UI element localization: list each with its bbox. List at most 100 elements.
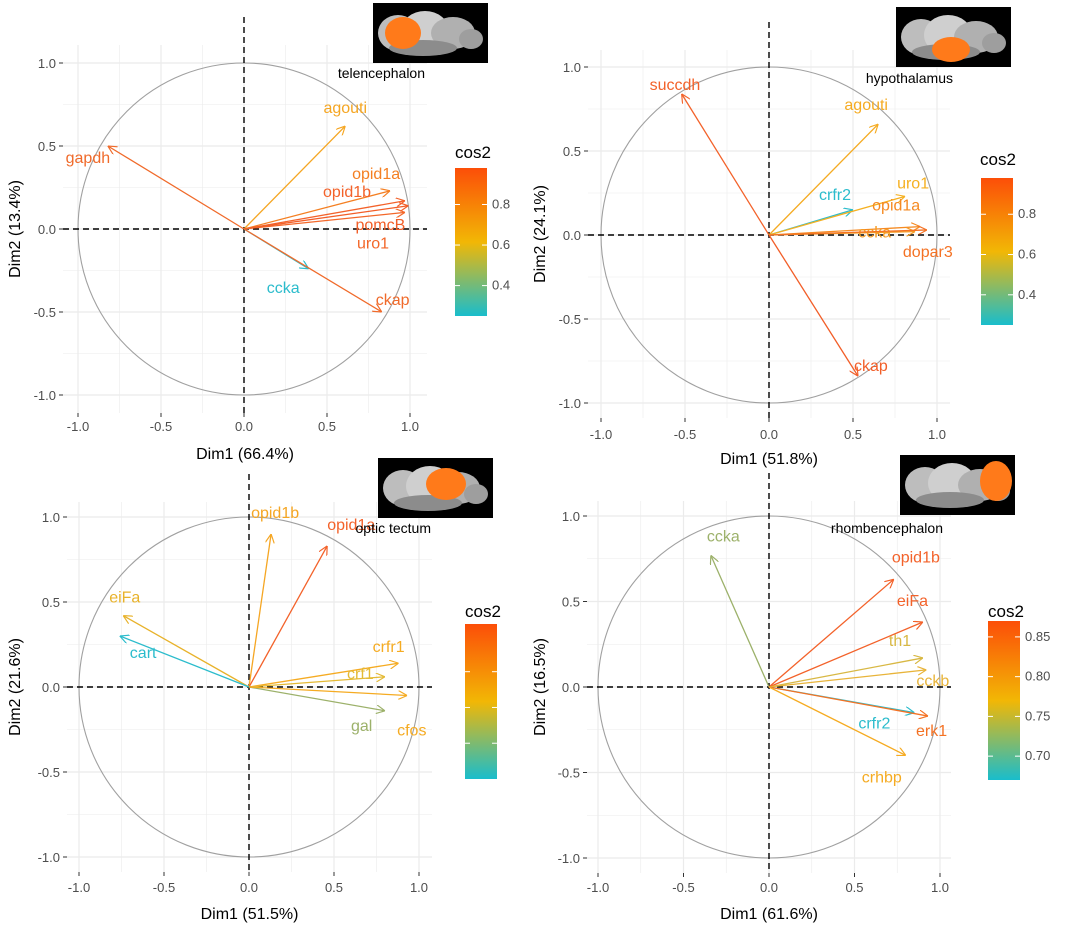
variable-arrow-eiFa	[768, 622, 923, 688]
variable-label-ccka: ccka	[858, 225, 891, 242]
x-tick-label: 1.0	[931, 880, 949, 895]
y-tick-label: 0.0	[38, 222, 56, 237]
variable-arrow-pomcB	[243, 206, 408, 230]
brain-lobe	[982, 33, 1006, 53]
variable-arrow-opid1a	[248, 546, 327, 688]
x-tick-label: 0.5	[845, 880, 863, 895]
variable-label-crfr2: crfr2	[858, 716, 890, 733]
y-tick-label: 1.0	[42, 510, 60, 525]
brain-thumbnail	[373, 3, 488, 63]
region-label: telencephalon	[338, 65, 425, 81]
variable-arrow-ckap	[768, 234, 858, 376]
colorbar-tick-label: 0.75	[1025, 708, 1050, 723]
pca-panel-rhombencephalon: -1.0 -1.0 -0.5 -0.5 0.0 0.0 0.5 0.5 1.0 1.0 Dim1 (…	[532, 455, 1050, 923]
x-tick-label: 0.5	[318, 419, 336, 434]
variable-label-eiFa: eiFa	[109, 590, 140, 607]
y-tick-label: -0.5	[38, 765, 60, 780]
variable-label-cckb: cckb	[916, 673, 949, 690]
y-tick-label: 1.0	[562, 509, 580, 524]
highlighted-region	[980, 461, 1012, 501]
variable-label-crfr1: crfr1	[373, 639, 405, 656]
brain-lobe	[459, 29, 483, 49]
variable-arrow-succdh	[682, 94, 770, 236]
brain-thumbnail	[900, 455, 1015, 515]
region-label: rhombencephalon	[831, 520, 943, 536]
x-tick-label: 1.0	[401, 419, 419, 434]
x-tick-label: -1.0	[587, 880, 609, 895]
x-tick-label: 1.0	[928, 427, 946, 442]
variable-arrow-opid1b	[243, 201, 405, 230]
colorbar-tick-label: 0.6	[1018, 247, 1036, 262]
variable-arrow-erk1	[768, 686, 928, 716]
variable-label-erk1: erk1	[916, 723, 947, 740]
y-tick-label: -1.0	[34, 388, 56, 403]
variable-label-gapdh: gapdh	[66, 150, 111, 167]
y-axis-label: Dim2 (13.4%)	[7, 180, 24, 278]
pca-panel-telencephalon: -1.0 -1.0 -0.5 -0.5 0.0 0.0 0.5 0.5 1.0 1.0 Dim1 (…	[7, 3, 510, 463]
variable-arrow-crfr1	[248, 663, 399, 688]
x-tick-label: 0.0	[760, 427, 778, 442]
variable-label-dopar3: dopar3	[903, 244, 953, 261]
y-axis-label: Dim2 (21.6%)	[7, 638, 24, 736]
x-tick-label: -1.0	[67, 419, 89, 434]
variable-arrow-crf1	[248, 677, 385, 688]
y-tick-label: -0.5	[34, 305, 56, 320]
colorbar-tick-label: 0.4	[1018, 287, 1036, 302]
x-tick-label: -1.0	[68, 880, 90, 895]
y-tick-label: -0.5	[559, 312, 581, 327]
variable-arrow-ccka	[711, 555, 770, 688]
colorbar	[981, 178, 1013, 325]
highlighted-region	[385, 17, 421, 49]
variable-label-opid1b: opid1b	[323, 184, 371, 201]
variable-label-opid1b: opid1b	[251, 505, 299, 522]
pca-panel-optic-tectum: -1.0 -1.0 -0.5 -0.5 0.0 0.0 0.5 0.5 1.0 1.0 Dim1 (…	[7, 458, 501, 923]
y-tick-label: -1.0	[558, 851, 580, 866]
x-tick-label: -0.5	[153, 880, 175, 895]
variable-arrow-cart	[120, 636, 250, 688]
variable-label-crf1: crf1	[347, 666, 374, 683]
x-tick-label: -0.5	[674, 427, 696, 442]
x-tick-label: -0.5	[150, 419, 172, 434]
brain-lobe	[464, 484, 488, 504]
variable-label-eiFa: eiFa	[897, 593, 928, 610]
y-tick-label: 1.0	[38, 56, 56, 71]
colorbar	[455, 168, 487, 316]
legend-title: cos2	[455, 143, 491, 162]
variable-label-crhbp: crhbp	[862, 769, 902, 786]
variable-label-uro1: uro1	[897, 175, 929, 192]
x-tick-label: 0.0	[240, 880, 258, 895]
y-axis-label: Dim2 (24.1%)	[532, 185, 549, 283]
variable-label-agouti: agouti	[844, 97, 888, 114]
cos2-legend: cos2 0.4 0.6 0.8	[980, 150, 1036, 325]
variable-label-ckap: ckap	[376, 292, 410, 309]
variable-label-th1: th1	[889, 633, 911, 650]
y-tick-label: 0.5	[563, 144, 581, 159]
colorbar-tick-label: 0.8	[1018, 206, 1036, 221]
x-tick-label: 0.0	[760, 880, 778, 895]
variable-arrow-crhbp	[768, 686, 906, 755]
colorbar	[465, 624, 497, 779]
variable-label-opid1a: opid1a	[327, 517, 375, 534]
variable-label-ckap: ckap	[854, 358, 888, 375]
variable-arrow-uro1	[768, 196, 905, 236]
y-tick-label: 0.5	[562, 595, 580, 610]
x-tick-label: 1.0	[410, 880, 428, 895]
region-label: hypothalamus	[866, 70, 953, 86]
variable-arrow-agouti	[243, 126, 345, 230]
colorbar-tick-label: 0.85	[1025, 629, 1050, 644]
x-tick-label: 0.5	[325, 880, 343, 895]
variable-label-uro1: uro1	[357, 235, 389, 252]
x-axis-label: Dim1 (61.6%)	[720, 906, 818, 923]
variable-arrow-uro1	[243, 212, 405, 230]
cos2-legend: cos2 0.70 0.75 0.80 0.85	[988, 602, 1050, 780]
brain-thumbnail	[896, 7, 1011, 67]
variable-arrow-opid1b	[768, 579, 894, 688]
variable-arrow-opid1a	[243, 191, 390, 230]
x-axis-label: Dim1 (66.4%)	[196, 446, 294, 463]
colorbar-tick-label: 0.4	[492, 278, 510, 293]
x-tick-label: -0.5	[672, 880, 694, 895]
x-axis-label: Dim1 (51.5%)	[201, 906, 299, 923]
x-tick-label: -1.0	[590, 427, 612, 442]
brain-thumbnail	[378, 458, 493, 518]
y-tick-label: 0.5	[42, 595, 60, 610]
